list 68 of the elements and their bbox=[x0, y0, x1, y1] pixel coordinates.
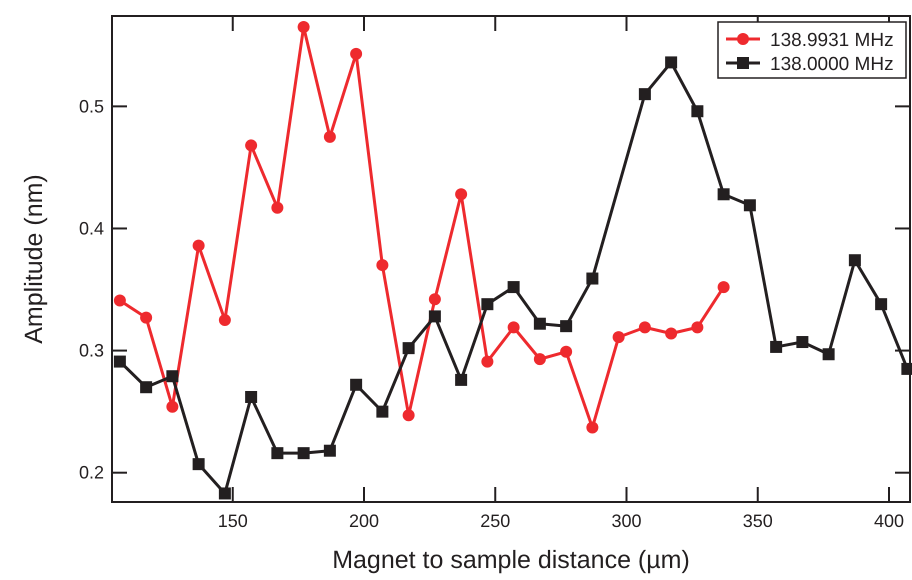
point bbox=[192, 240, 205, 252]
point bbox=[612, 331, 625, 344]
point bbox=[271, 447, 284, 460]
point bbox=[665, 327, 678, 340]
x-axis-title: Magnet to sample distance (µm) bbox=[332, 546, 690, 574]
point bbox=[508, 321, 520, 334]
point bbox=[691, 321, 704, 334]
point bbox=[376, 259, 388, 272]
x-tick-label: 250 bbox=[480, 511, 510, 531]
point bbox=[324, 130, 336, 143]
point bbox=[744, 199, 756, 212]
point bbox=[140, 381, 152, 394]
x-tick-label: 350 bbox=[742, 511, 773, 531]
point bbox=[402, 409, 415, 422]
y-axis-title: Amplitude (nm) bbox=[20, 174, 48, 344]
point bbox=[508, 281, 520, 294]
point bbox=[271, 202, 284, 214]
point bbox=[140, 312, 152, 324]
point bbox=[114, 294, 126, 307]
point bbox=[586, 272, 598, 285]
point bbox=[166, 400, 178, 413]
point bbox=[848, 254, 861, 266]
point bbox=[822, 348, 835, 360]
legend-label: 138.9931 MHz bbox=[770, 30, 894, 51]
x-tick-label: 400 bbox=[874, 511, 904, 531]
y-tick-label: 0.5 bbox=[78, 96, 104, 116]
x-tick-label: 300 bbox=[611, 511, 642, 531]
point bbox=[901, 362, 912, 375]
point bbox=[428, 310, 441, 322]
point bbox=[402, 342, 415, 354]
point bbox=[350, 378, 362, 391]
point bbox=[718, 188, 730, 200]
point bbox=[481, 356, 494, 368]
point bbox=[245, 139, 258, 152]
point bbox=[218, 314, 231, 326]
point bbox=[324, 444, 336, 457]
point bbox=[770, 340, 782, 353]
x-tick-label: 150 bbox=[218, 511, 248, 531]
point bbox=[665, 56, 678, 68]
point bbox=[245, 390, 258, 403]
point bbox=[481, 298, 494, 310]
point bbox=[455, 188, 468, 200]
point bbox=[428, 293, 441, 306]
point bbox=[350, 48, 362, 60]
point bbox=[560, 320, 572, 332]
point bbox=[298, 20, 310, 33]
point bbox=[691, 105, 704, 118]
point bbox=[638, 321, 651, 334]
point bbox=[560, 346, 572, 358]
point bbox=[638, 88, 651, 100]
point bbox=[192, 458, 205, 470]
point bbox=[534, 318, 546, 330]
legend-label: 138.0000 MHz bbox=[770, 54, 894, 75]
y-tick-label: 0.4 bbox=[78, 218, 104, 238]
point bbox=[796, 336, 808, 348]
point bbox=[875, 298, 888, 310]
y-tick-label: 0.3 bbox=[78, 340, 104, 361]
y-tick-label: 0.2 bbox=[78, 462, 104, 483]
x-tick-label: 200 bbox=[348, 511, 380, 531]
point bbox=[218, 487, 231, 500]
point bbox=[718, 281, 730, 294]
point bbox=[376, 406, 388, 418]
point bbox=[534, 353, 546, 366]
point bbox=[455, 374, 468, 386]
point bbox=[586, 422, 598, 434]
point bbox=[298, 447, 310, 460]
point bbox=[166, 370, 178, 382]
point bbox=[114, 356, 126, 368]
